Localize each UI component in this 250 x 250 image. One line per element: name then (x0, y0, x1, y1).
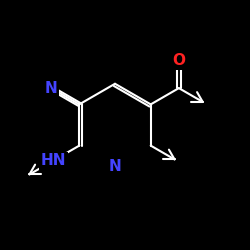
Text: N: N (108, 159, 121, 174)
Text: O: O (172, 53, 185, 68)
Text: HN: HN (40, 153, 66, 168)
Text: N: N (45, 80, 58, 96)
